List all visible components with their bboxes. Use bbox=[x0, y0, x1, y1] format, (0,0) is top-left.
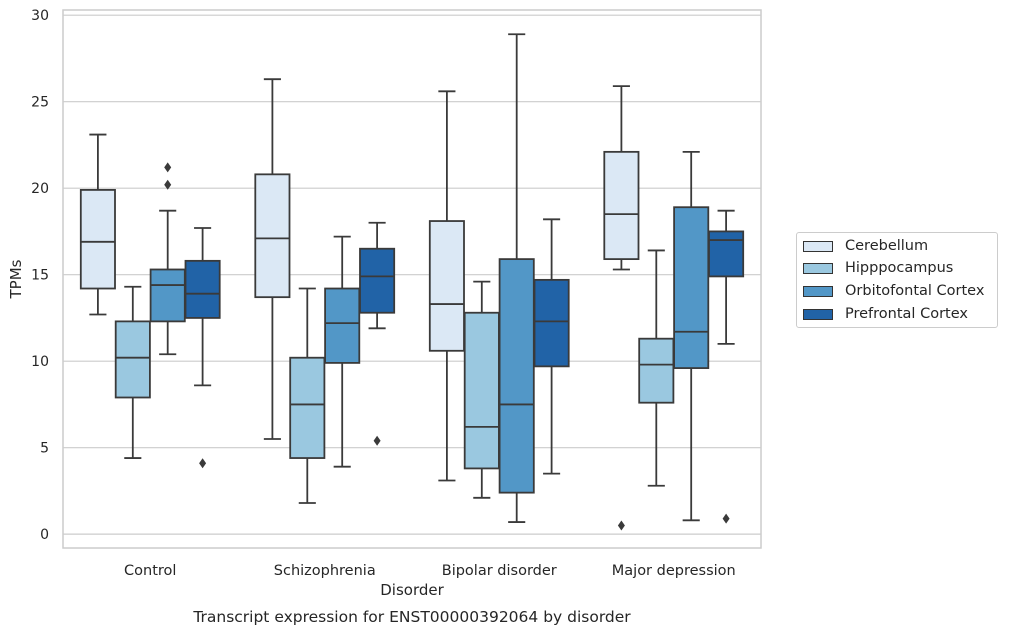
x-axis-label: Disorder bbox=[380, 581, 444, 599]
box-cerebellum-bipolar-disorder bbox=[428, 90, 465, 482]
box-hipppocampus-control bbox=[114, 285, 151, 459]
y-tick-label: 30 bbox=[31, 8, 49, 24]
outlier-point bbox=[722, 513, 730, 524]
chart-title: Transcript expression for ENST0000039206… bbox=[192, 608, 631, 626]
outlier-point bbox=[164, 162, 172, 173]
legend-label-cerebellum: Cerebellum bbox=[845, 238, 929, 254]
legend-swatch-orbitofrontal bbox=[803, 285, 833, 297]
box-iqr bbox=[463, 311, 500, 470]
box-iqr bbox=[603, 150, 640, 261]
y-tick-label: 20 bbox=[31, 181, 49, 197]
box-iqr bbox=[498, 258, 535, 494]
box-iqr bbox=[708, 230, 745, 278]
box-iqr bbox=[673, 206, 710, 369]
box-iqr bbox=[79, 189, 116, 290]
y-axis-label: TPMs bbox=[7, 259, 25, 299]
x-tick-label-major-depression: Major depression bbox=[612, 563, 736, 579]
y-tick-label: 5 bbox=[40, 441, 49, 457]
outlier-point bbox=[164, 179, 172, 190]
box-iqr bbox=[184, 259, 221, 319]
legend-item-prefrontal: Prefrontal Cortex bbox=[803, 303, 968, 325]
y-tick-label: 15 bbox=[31, 268, 49, 284]
box-iqr bbox=[533, 278, 570, 368]
outlier-point bbox=[199, 458, 207, 469]
box-hipppocampus-schizophrenia bbox=[289, 287, 326, 504]
box-prefrontal-cortex-bipolar-disorder bbox=[533, 218, 570, 475]
box-cerebellum-control bbox=[79, 133, 116, 316]
box-series bbox=[79, 33, 745, 531]
legend-label-hippocampus: Hipppocampus bbox=[845, 260, 954, 276]
y-tick-labels: 0 5 10 15 20 25 30 bbox=[31, 8, 49, 543]
y-tick-label: 0 bbox=[40, 527, 49, 543]
outlier-point bbox=[373, 435, 381, 446]
x-tick-label-bipolar-disorder: Bipolar disorder bbox=[442, 563, 557, 579]
legend-item-orbitofrontal: Orbitofontal Cortex bbox=[803, 280, 984, 302]
box-iqr bbox=[638, 337, 675, 404]
x-tick-label-control: Control bbox=[124, 563, 176, 579]
box-hipppocampus-bipolar-disorder bbox=[463, 280, 500, 499]
legend-item-hippocampus: Hipppocampus bbox=[803, 257, 953, 279]
box-prefrontal-cortex-control bbox=[184, 227, 221, 469]
y-tick-label: 10 bbox=[31, 354, 49, 370]
box-hipppocampus-major-depression bbox=[638, 249, 675, 487]
box-iqr bbox=[324, 287, 361, 364]
box-iqr bbox=[289, 356, 326, 459]
box-cerebellum-major-depression bbox=[603, 85, 640, 531]
legend-item-cerebellum: Cerebellum bbox=[803, 235, 928, 257]
box-iqr bbox=[359, 247, 396, 314]
legend-swatch-prefrontal bbox=[803, 308, 833, 320]
legend-swatch-hippocampus bbox=[803, 262, 833, 274]
box-prefrontal-cortex-major-depression bbox=[708, 209, 745, 524]
box-iqr bbox=[149, 268, 186, 323]
box-iqr bbox=[114, 320, 151, 399]
box-orbitofontal-cortex-schizophrenia bbox=[324, 235, 361, 468]
box-orbitofontal-cortex-control bbox=[149, 162, 186, 356]
box-orbitofontal-cortex-major-depression bbox=[673, 150, 710, 522]
legend-swatch-cerebellum bbox=[803, 240, 833, 252]
legend-label-orbitofrontal: Orbitofontal Cortex bbox=[845, 283, 985, 299]
box-iqr bbox=[254, 173, 291, 299]
outlier-point bbox=[617, 520, 625, 531]
legend: Cerebellum Hipppocampus Orbitofontal Cor… bbox=[796, 232, 998, 328]
box-orbitofontal-cortex-bipolar-disorder bbox=[498, 33, 535, 523]
box-prefrontal-cortex-schizophrenia bbox=[359, 221, 396, 446]
plot-frame bbox=[62, 9, 762, 549]
box-cerebellum-schizophrenia bbox=[254, 78, 291, 440]
x-tick-labels: Control Schizophrenia Bipolar disorder Majo… bbox=[124, 563, 736, 579]
y-tick-label: 25 bbox=[31, 95, 49, 111]
legend-label-prefrontal: Prefrontal Cortex bbox=[845, 306, 968, 322]
x-tick-label-schizophrenia: Schizophrenia bbox=[274, 563, 376, 579]
box-iqr bbox=[428, 220, 465, 352]
